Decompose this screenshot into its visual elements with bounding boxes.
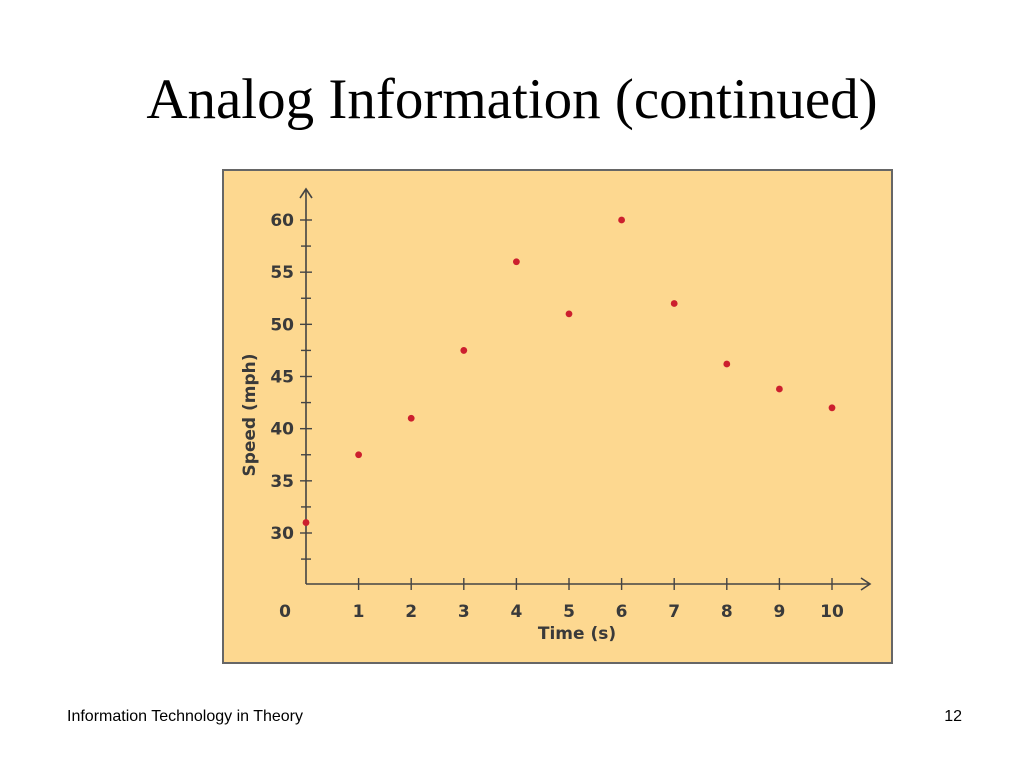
scatter-chart: 30 35 40 45 50 55 60 0 1 2 3 4 5 6 7 8 9 10 Time (s) Spe… bbox=[222, 169, 893, 664]
x-tick-label: 0 bbox=[279, 602, 291, 622]
x-tick-label: 8 bbox=[721, 602, 733, 622]
y-tick-label: 45 bbox=[270, 368, 294, 388]
data-point bbox=[460, 347, 468, 354]
x-axis-title: Time (s) bbox=[538, 624, 616, 644]
y-tick-label: 35 bbox=[270, 472, 294, 492]
footer-course-title: Information Technology in Theory bbox=[67, 708, 303, 725]
x-tick-label: 7 bbox=[668, 602, 680, 622]
y-axis: 30 35 40 45 50 55 60 bbox=[270, 187, 313, 584]
x-tick-label: 5 bbox=[563, 602, 575, 622]
data-points bbox=[302, 216, 836, 526]
data-point bbox=[407, 414, 415, 422]
data-point bbox=[513, 258, 520, 266]
x-tick-label: 2 bbox=[405, 602, 417, 622]
x-tick-label: 4 bbox=[510, 602, 522, 622]
x-tick-label: 9 bbox=[773, 602, 785, 622]
y-tick-label: 40 bbox=[270, 420, 294, 440]
data-point bbox=[355, 451, 362, 459]
data-point bbox=[670, 300, 678, 307]
x-tick-label: 10 bbox=[820, 602, 844, 622]
x-tick-label: 6 bbox=[616, 602, 628, 622]
data-point bbox=[302, 519, 310, 526]
slide-title: Analog Information (continued) bbox=[146, 68, 878, 131]
chart-background bbox=[222, 169, 893, 664]
data-point bbox=[618, 216, 625, 224]
x-tick-label: 3 bbox=[458, 602, 470, 622]
page-number: 12 bbox=[944, 708, 962, 725]
y-tick-label: 30 bbox=[270, 524, 294, 544]
x-axis-arrow bbox=[860, 577, 872, 591]
y-axis-arrow bbox=[299, 187, 313, 199]
y-tick-label: 60 bbox=[270, 211, 294, 231]
y-tick-label: 50 bbox=[270, 315, 294, 335]
data-point bbox=[565, 310, 573, 318]
x-axis: 0 1 2 3 4 5 6 7 8 9 10 bbox=[279, 577, 872, 622]
y-tick-label: 55 bbox=[270, 263, 294, 283]
data-point bbox=[723, 360, 731, 368]
x-tick-label: 1 bbox=[353, 602, 365, 622]
data-point bbox=[828, 404, 836, 412]
data-point bbox=[776, 385, 783, 393]
y-axis-title: Speed (mph) bbox=[240, 353, 260, 476]
